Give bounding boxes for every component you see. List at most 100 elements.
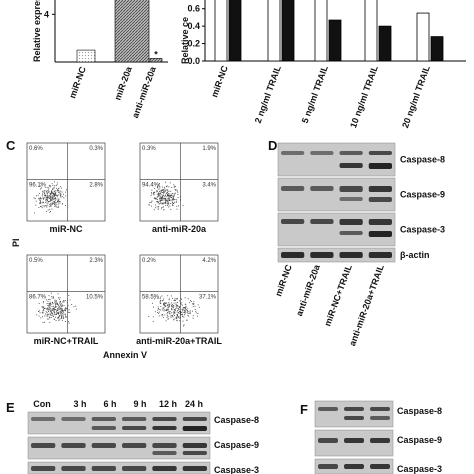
event-dot [54, 299, 56, 301]
event-dot [54, 309, 56, 311]
blot-band [310, 151, 334, 155]
event-dot [192, 315, 194, 317]
event-dot [158, 309, 160, 310]
event-dot [34, 198, 36, 200]
event-dot [63, 312, 65, 314]
event-dot [176, 304, 178, 306]
event-dot [45, 194, 46, 196]
event-dot [43, 190, 45, 191]
event-dot [42, 302, 44, 304]
event-dot [46, 315, 48, 317]
blot-band [152, 426, 177, 430]
event-dot [59, 302, 61, 303]
event-dot [52, 315, 54, 317]
event-dot [167, 194, 168, 195]
event-dot [168, 198, 170, 200]
event-dot [166, 310, 168, 312]
event-dot [168, 186, 170, 188]
event-dot [164, 191, 166, 192]
event-dot [40, 202, 42, 204]
event-dot [39, 201, 41, 203]
event-dot [159, 197, 161, 199]
event-dot [159, 192, 161, 194]
event-dot [48, 191, 50, 193]
event-dot [182, 313, 184, 315]
event-dot [55, 300, 57, 302]
plot-label: anti-miR-20a+TRAIL [136, 336, 222, 346]
event-dot [45, 200, 47, 202]
event-dot [55, 202, 57, 203]
event-dot [161, 199, 163, 201]
event-dot [173, 310, 175, 312]
event-dot [154, 207, 156, 209]
event-dot [164, 202, 166, 204]
event-dot [57, 302, 58, 304]
event-dot [53, 187, 55, 188]
event-dot [49, 310, 51, 312]
event-dot [159, 194, 161, 196]
event-dot [168, 304, 170, 306]
event-dot [52, 314, 54, 316]
event-dot [50, 205, 51, 207]
event-dot [39, 312, 41, 314]
event-dot [52, 189, 54, 190]
y-tick-label: 0.0 [187, 56, 200, 66]
event-dot [57, 309, 58, 311]
event-dot [184, 297, 186, 299]
event-dot [39, 202, 41, 204]
x-tick-label: miR-NC [67, 65, 88, 100]
event-dot [55, 303, 57, 305]
event-dot [168, 197, 169, 199]
event-dot [49, 185, 51, 187]
event-dot [167, 201, 168, 203]
event-dot [161, 192, 163, 193]
event-dot [63, 300, 65, 301]
event-dot [157, 195, 159, 197]
event-dot [171, 201, 173, 203]
event-dot [158, 308, 159, 309]
blot-band [61, 466, 86, 471]
event-dot [168, 199, 170, 201]
event-dot [169, 303, 171, 305]
blot-band [368, 163, 392, 169]
event-dot [154, 197, 155, 199]
event-dot [60, 309, 62, 311]
event-dot [175, 186, 176, 188]
event-dot [167, 194, 168, 196]
event-dot [184, 313, 186, 315]
event-dot [165, 320, 167, 322]
event-dot [197, 304, 199, 306]
blot-band [91, 426, 116, 430]
blot-band [122, 466, 147, 471]
event-dot [53, 201, 55, 203]
event-dot [58, 187, 60, 189]
event-dot [157, 202, 159, 204]
event-dot [40, 185, 42, 187]
event-dot [164, 195, 166, 197]
blot-band [368, 252, 392, 258]
event-dot [60, 311, 62, 313]
event-dot [175, 201, 177, 203]
event-dot [45, 198, 47, 200]
event-dot [52, 196, 53, 198]
blot-band [281, 151, 305, 155]
event-dot [49, 312, 51, 314]
row-label: Caspase-8 [397, 406, 442, 416]
event-dot [73, 306, 75, 308]
event-dot [158, 192, 160, 194]
event-dot [159, 186, 161, 187]
event-dot [166, 196, 168, 198]
event-dot [59, 192, 61, 194]
quadrant-percent: 94.4% [142, 183, 160, 189]
y-axis-label: Relative ce [180, 17, 190, 64]
event-dot [45, 205, 47, 207]
event-dot [52, 192, 54, 194]
event-dot [49, 201, 51, 202]
event-dot [57, 303, 58, 305]
event-dot [166, 192, 168, 194]
event-dot [168, 200, 170, 202]
event-dot [57, 304, 59, 306]
event-dot [165, 200, 167, 202]
event-dot [168, 303, 170, 305]
event-dot [48, 305, 50, 307]
